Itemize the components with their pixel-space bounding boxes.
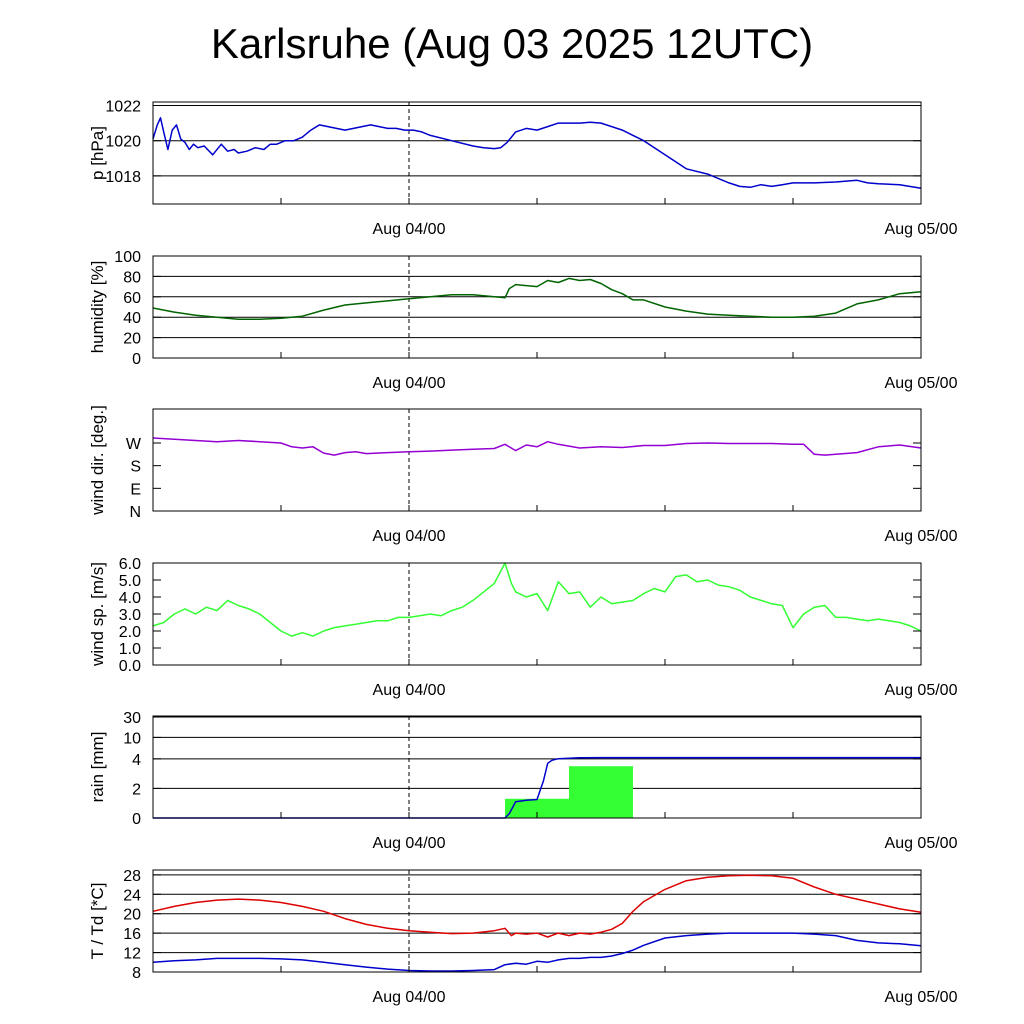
- y-tick-label: 80: [123, 269, 141, 286]
- y-axis-label: T / Td [*C]: [88, 883, 107, 960]
- x-tick-label: Aug 05/00: [885, 989, 958, 1006]
- x-tick-label: Aug 05/00: [885, 221, 958, 238]
- y-tick-label: 20: [123, 907, 141, 924]
- series-line-1: [152, 117, 922, 189]
- y-tick-label: 0: [132, 351, 141, 368]
- series-line-1: [152, 277, 922, 320]
- plot-frame: [152, 408, 922, 512]
- y-tick-label: 100: [114, 249, 141, 266]
- panel-5: 0 2 4 10 30 Aug 04/00 Aug 05/00 rain [mm]: [88, 710, 958, 852]
- y-tick-label: 8: [132, 965, 141, 982]
- x-tick-label: Aug 05/00: [885, 375, 958, 392]
- y-tick-label: 4.0: [119, 590, 141, 607]
- y-tick-label: 6.0: [119, 556, 141, 573]
- y-tick-label: S: [130, 459, 141, 476]
- rain-bar: [569, 766, 633, 818]
- plot-frame: [152, 255, 922, 359]
- y-tick-label: 30: [123, 710, 141, 727]
- y-tick-label: 16: [123, 926, 141, 943]
- x-tick-label: Aug 05/00: [885, 682, 958, 699]
- y-tick-label: 1.0: [119, 641, 141, 658]
- x-tick-label: Aug 04/00: [373, 989, 446, 1006]
- x-tick-label: Aug 05/00: [885, 835, 958, 852]
- plot-frame: [152, 869, 922, 973]
- x-tick-label: Aug 04/00: [373, 375, 446, 392]
- y-tick-label: 10: [123, 730, 141, 747]
- y-axis-label: wind dir. [deg.]: [88, 405, 107, 516]
- y-tick-label: 40: [123, 310, 141, 327]
- panel-2: 0 20 40 60 80 100 Aug 04/00 Aug 05/00 humidity […: [88, 249, 958, 392]
- y-axis-label: wind sp. [m/s]: [88, 562, 107, 667]
- y-tick-label: W: [126, 436, 142, 453]
- y-tick-label: 3.0: [119, 607, 141, 624]
- plot-frame: [152, 562, 922, 666]
- y-tick-label: 60: [123, 290, 141, 307]
- plot-frame: [152, 101, 922, 205]
- x-tick-label: Aug 04/00: [373, 528, 446, 545]
- y-tick-label: 1020: [105, 134, 141, 151]
- series-line-1: [153, 756, 921, 819]
- x-tick-label: Aug 04/00: [373, 682, 446, 699]
- series-line-1: [152, 874, 922, 938]
- y-tick-label: 12: [123, 946, 141, 963]
- y-tick-label: 2: [132, 781, 141, 798]
- y-axis-label: humidity [%]: [88, 261, 107, 354]
- panel-1: 1018 1020 1022 Aug 04/00 Aug 05/00 p [hPa]: [88, 99, 958, 238]
- y-tick-label: 28: [123, 868, 141, 885]
- y-tick-label: 4: [132, 752, 141, 769]
- x-tick-label: Aug 05/00: [885, 528, 958, 545]
- y-tick-label: 20: [123, 331, 141, 348]
- x-tick-label: Aug 04/00: [373, 835, 446, 852]
- series-line-1: [152, 562, 922, 637]
- rain-bar: [505, 798, 569, 818]
- y-axis-label: rain [mm]: [88, 732, 107, 803]
- x-tick-label: Aug 04/00: [373, 221, 446, 238]
- series-line-2: [152, 932, 922, 972]
- y-tick-label: 5.0: [119, 573, 141, 590]
- series-line-1: [152, 437, 922, 456]
- y-tick-label: E: [130, 481, 141, 498]
- y-tick-label: 1018: [105, 169, 141, 186]
- panel-6: 8 12 16 20 24 28 Aug 04/00 Aug 05/00 T / Td [*C]: [88, 868, 958, 1006]
- page-title: Karlsruhe (Aug 03 2025 12UTC): [210, 20, 814, 67]
- y-tick-label: 1022: [105, 99, 141, 116]
- y-tick-label: 24: [123, 887, 141, 904]
- y-tick-label: 0: [132, 811, 141, 828]
- y-tick-label: N: [129, 504, 141, 521]
- y-tick-label: 2.0: [119, 624, 141, 641]
- panel-4: 0.01.02.03.04.05.06.0 Aug 04/00 Aug 05/00 w…: [88, 556, 958, 699]
- y-axis-label: p [hPa]: [88, 126, 107, 180]
- y-tick-label: 0.0: [119, 658, 141, 675]
